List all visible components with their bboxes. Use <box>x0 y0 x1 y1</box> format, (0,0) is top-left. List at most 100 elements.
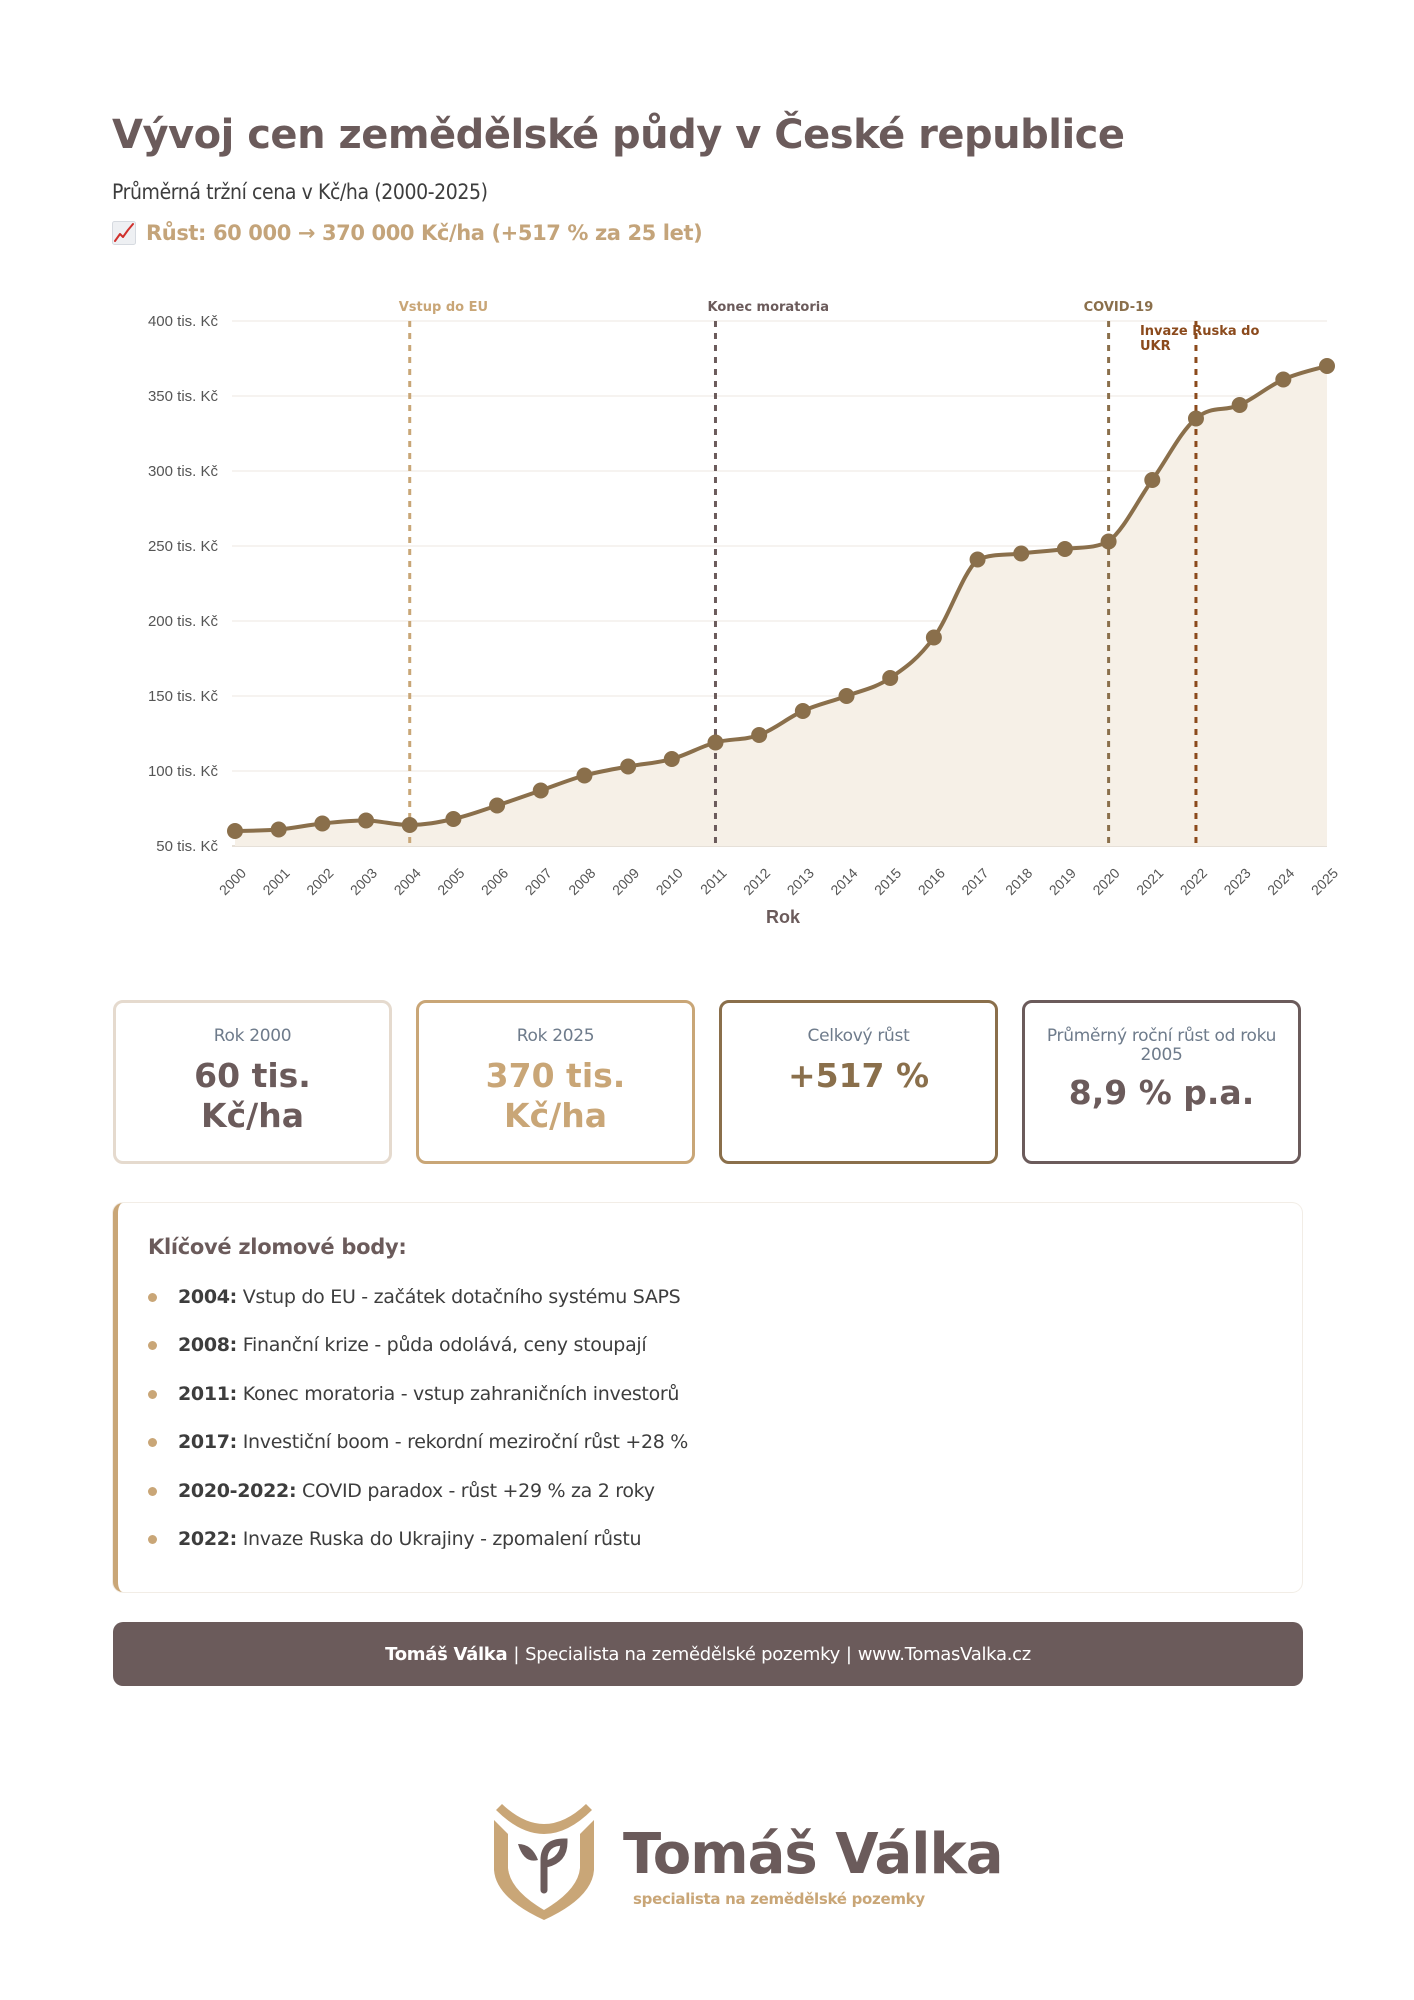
bullet-icon <box>148 1389 157 1399</box>
y-axis-ticks: 50 tis. Kč 100 tis. Kč 150 tis. Kč 200 tis.… <box>148 313 219 855</box>
data-point <box>1144 472 1161 488</box>
x-tick-label: 2000 <box>216 865 249 898</box>
data-point <box>663 751 680 767</box>
x-tick-label: 2014 <box>827 865 860 898</box>
y-tick-label: 150 tis. Kč <box>148 688 219 705</box>
stat-label: Průměrný roční růst od roku 2005 <box>1046 1026 1277 1065</box>
y-tick-label: 100 tis. Kč <box>148 763 219 780</box>
annotation-label: COVID-19 <box>1084 300 1154 315</box>
x-tick-label: 2011 <box>697 865 730 898</box>
x-tick-label: 2009 <box>609 865 642 898</box>
data-point <box>576 767 593 784</box>
y-tick-label: 400 tis. Kč <box>148 313 219 330</box>
x-tick-label: 2023 <box>1220 865 1253 898</box>
growth-text: Růst: 60 000 → 370 000 Kč/ha (+517 % za … <box>146 221 703 245</box>
annotation-label-line: Invaze Ruska do <box>1140 324 1260 339</box>
stat-card-total-growth: Celkový růst +517 % <box>719 1000 998 1164</box>
bullet-icon <box>148 1534 157 1544</box>
x-tick-label: 2019 <box>1046 865 1079 898</box>
page-subtitle: Průměrná tržní cena v Kč/ha (2000-2025) <box>112 180 488 204</box>
x-tick-label: 2002 <box>303 865 336 898</box>
bullet-icon <box>148 1293 157 1302</box>
x-tick-label: 2022 <box>1177 865 1210 898</box>
annotation-labels: Vstup do EU Konec moratoria COVID-19 Invaze… <box>399 300 1260 354</box>
stat-label: Rok 2025 <box>516 1026 595 1046</box>
data-point <box>882 670 899 686</box>
data-point <box>1187 410 1204 427</box>
area-fill <box>235 366 1327 846</box>
x-tick-label: 2021 <box>1133 865 1166 898</box>
x-tick-label: 2013 <box>784 865 817 898</box>
annotation-label: Invaze Ruska do UKR <box>1140 324 1260 354</box>
data-point <box>489 797 506 814</box>
x-axis-label: Rok <box>766 907 801 927</box>
list-item: 2017: Investiční boom - rekordní meziroč… <box>148 1430 1302 1478</box>
x-tick-label: 2003 <box>347 865 380 898</box>
x-tick-label: 2007 <box>522 865 555 898</box>
stat-card-2000: Rok 2000 60 tis. Kč/ha <box>113 1000 392 1164</box>
data-point <box>1100 533 1117 550</box>
key-text: Investiční boom - rekordní meziroční růs… <box>242 1431 689 1454</box>
footer-separator: | <box>845 1643 852 1665</box>
shield-sprout-icon <box>494 1804 594 1920</box>
data-point <box>1319 358 1335 374</box>
data-point <box>1013 545 1030 562</box>
logo-name: Tomáš Válka <box>623 1822 1003 1887</box>
stat-card-2025: Rok 2025 370 tis. Kč/ha <box>416 1000 695 1164</box>
data-point <box>1231 397 1248 413</box>
key-text: Invaze Ruska do Ukrajiny - zpomalení růs… <box>242 1527 642 1550</box>
data-point <box>270 821 287 838</box>
bullet-icon <box>148 1341 157 1351</box>
key-year: 2008: <box>178 1334 237 1357</box>
bullet-icon <box>148 1438 157 1448</box>
x-tick-label: 2005 <box>434 865 467 898</box>
key-year: 2004: <box>178 1286 237 1308</box>
key-text: Finanční krize - půda odolává, ceny stou… <box>242 1334 647 1357</box>
stat-label: Celkový růst <box>807 1026 910 1046</box>
stat-value: 8,9 % p.a. <box>1068 1073 1255 1112</box>
data-point <box>227 823 243 839</box>
data-point <box>707 734 724 751</box>
key-text: Konec moratoria - vstup zahraničních inv… <box>242 1382 680 1405</box>
y-tick-label: 350 tis. Kč <box>148 388 219 405</box>
key-text: COVID paradox - růst +29 % za 2 roky <box>302 1479 655 1502</box>
data-point <box>620 758 637 775</box>
x-tick-label: 2010 <box>653 865 686 898</box>
x-tick-label: 2018 <box>1002 865 1035 898</box>
key-points-list: 2004: Vstup do EU - začátek dotačního sy… <box>148 1285 1302 1575</box>
growth-summary: Růst: 60 000 → 370 000 Kč/ha (+517 % za … <box>112 221 703 245</box>
stat-value: 60 tis. Kč/ha <box>194 1056 311 1135</box>
x-tick-label: 2024 <box>1264 865 1297 898</box>
footer-website-link[interactable]: www.TomasValka.cz <box>857 1643 1031 1665</box>
x-tick-label: 2004 <box>390 865 423 898</box>
page-title: Vývoj cen zemědělské půdy v České republ… <box>112 112 1125 158</box>
data-point <box>925 629 942 646</box>
x-tick-label: 2025 <box>1308 865 1341 898</box>
x-tick-label: 2016 <box>915 865 948 898</box>
data-point <box>358 812 375 829</box>
data-point <box>1275 371 1292 388</box>
annotation-label-line: UKR <box>1140 339 1171 354</box>
brand-logo: Tomáš Válka specialista na zemědělské po… <box>488 1798 1003 1920</box>
list-item: 2020-2022: COVID paradox - růst +29 % za… <box>148 1479 1302 1527</box>
x-tick-label: 2012 <box>740 865 773 898</box>
x-tick-label: 2020 <box>1089 865 1122 898</box>
data-point <box>969 551 986 568</box>
list-item: 2004: Vstup do EU - začátek dotačního sy… <box>148 1285 1302 1333</box>
data-point <box>532 782 549 799</box>
x-tick-label: 2015 <box>871 865 904 898</box>
bullet-icon <box>148 1486 157 1496</box>
data-point <box>1056 541 1073 557</box>
x-tick-label: 2001 <box>259 865 292 898</box>
key-year: 2022: <box>178 1527 237 1550</box>
list-item: 2011: Konec moratoria - vstup zahraniční… <box>148 1382 1302 1430</box>
price-line-chart: 50 tis. Kč 100 tis. Kč 150 tis. Kč 200 tis.… <box>148 300 1341 927</box>
key-year: 2020-2022: <box>178 1479 297 1502</box>
series-points <box>227 358 1335 839</box>
list-item: 2008: Finanční krize - půda odolává, cen… <box>148 1333 1302 1381</box>
key-points-heading: Klíčové zlomové body: <box>148 1235 407 1259</box>
stat-value: +517 % <box>787 1056 930 1095</box>
data-point <box>751 727 768 743</box>
annotation-lines <box>408 321 1198 846</box>
stat-cards: Rok 2000 60 tis. Kč/ha Rok 2025 370 tis.… <box>113 1000 1303 1164</box>
